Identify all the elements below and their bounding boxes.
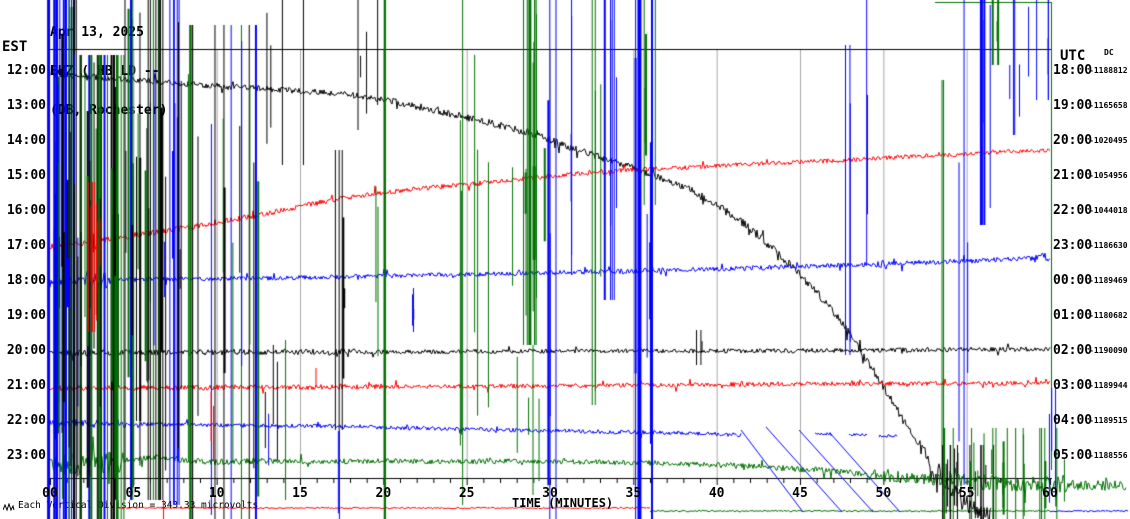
dc-offset-value: -1189515 <box>1089 416 1128 425</box>
est-time-label: 22:00 <box>6 413 46 428</box>
minute-tick-label: 05 <box>125 486 142 501</box>
utc-time-label: 04:00 <box>1053 413 1093 428</box>
minute-tick-label: 60 <box>1042 486 1058 501</box>
est-time-label: 14:00 <box>6 133 46 148</box>
est-time-label: 19:00 <box>6 308 46 323</box>
dc-offset-value: -1044018 <box>1089 206 1128 215</box>
minute-tick-label: 45 <box>792 486 808 501</box>
utc-time-label: 22:00 <box>1053 203 1093 218</box>
utc-time-label: 02:00 <box>1053 343 1093 358</box>
dc-offset-value: -1188812 <box>1089 66 1128 75</box>
minute-tick-label: 20 <box>375 486 392 501</box>
est-time-label: 20:00 <box>6 343 46 358</box>
minute-tick-label: 15 <box>292 486 308 501</box>
est-time-label: 13:00 <box>6 98 46 113</box>
est-time-label: 18:00 <box>6 273 46 288</box>
dc-offset-value: -1054956 <box>1089 171 1128 180</box>
left-timezone-header: EST <box>2 39 28 55</box>
est-time-label: 15:00 <box>6 168 46 183</box>
utc-time-label: 18:00 <box>1053 63 1093 78</box>
utc-time-label: 05:00 <box>1053 448 1093 463</box>
dc-offset-header: DC <box>1104 48 1114 57</box>
dc-offset-value: -1020495 <box>1089 136 1128 145</box>
minute-tick-label: 10 <box>208 486 225 501</box>
utc-time-label: 00:00 <box>1053 273 1093 288</box>
dc-offset-value: -1188556 <box>1089 451 1128 460</box>
est-time-label: 12:00 <box>6 63 46 78</box>
est-time-label: 23:00 <box>6 448 46 463</box>
utc-time-label: 03:00 <box>1053 378 1093 393</box>
minute-tick-label: 25 <box>458 486 475 501</box>
minute-tick-label: 30 <box>542 486 558 501</box>
minute-tick-label: 55 <box>958 486 975 501</box>
seismic-wiggle-icon <box>3 503 15 512</box>
utc-time-label: 21:00 <box>1053 168 1093 183</box>
dc-offset-value: -1190090 <box>1089 346 1128 355</box>
right-timezone-header: UTC <box>1060 48 1086 64</box>
dc-offset-value: -1180682 <box>1089 311 1128 320</box>
dc-offset-value: -1165658 <box>1089 101 1128 110</box>
utc-time-label: 20:00 <box>1053 133 1093 148</box>
utc-time-label: 23:00 <box>1053 238 1093 253</box>
utc-time-label: 19:00 <box>1053 98 1093 113</box>
minute-tick-label: 00 <box>42 486 58 501</box>
minute-tick-label: 40 <box>708 486 725 501</box>
dc-offset-value: -1186630 <box>1089 241 1128 250</box>
est-time-label: 16:00 <box>6 203 46 218</box>
utc-time-label: 01:00 <box>1053 308 1093 323</box>
minute-tick-label: 50 <box>875 486 892 501</box>
est-time-label: 21:00 <box>6 378 46 393</box>
minute-tick-label: 35 <box>625 486 642 501</box>
x-axis-title: TIME (MINUTES) <box>512 496 614 510</box>
dc-offset-value: -1189469 <box>1089 276 1128 285</box>
dc-offset-value: -1189944 <box>1089 381 1128 390</box>
est-time-label: 17:00 <box>6 238 46 253</box>
